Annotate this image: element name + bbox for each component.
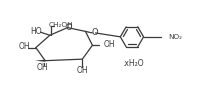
Text: OH: OH [37, 63, 49, 72]
Text: HO: HO [30, 27, 42, 36]
Text: .xH₂O: .xH₂O [122, 59, 144, 68]
Text: OH: OH [18, 42, 30, 51]
Text: OH: OH [103, 40, 115, 49]
Text: O: O [91, 28, 98, 37]
Text: NO₂: NO₂ [168, 34, 182, 40]
Text: O: O [65, 23, 72, 32]
Polygon shape [35, 60, 45, 62]
Text: CH₂OH: CH₂OH [48, 22, 73, 28]
Text: OH: OH [77, 66, 88, 75]
